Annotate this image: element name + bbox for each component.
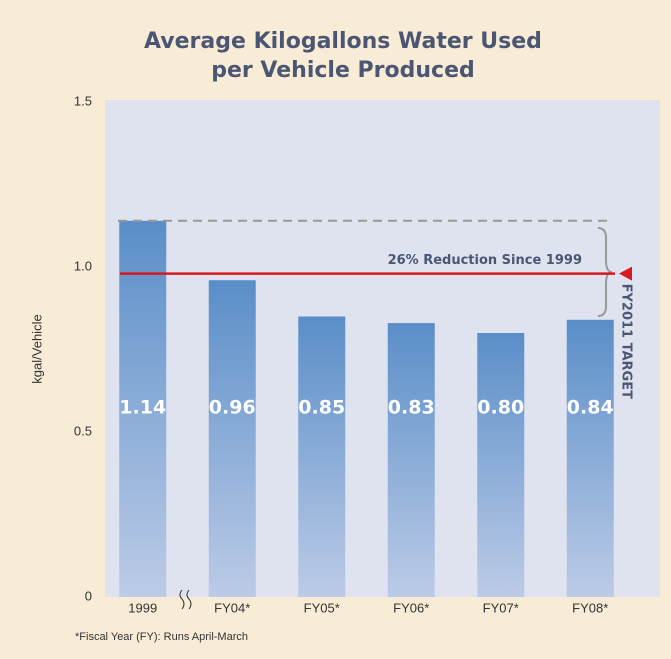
y-axis-label: kgal/Vehicle bbox=[29, 314, 44, 383]
annotation: FY2011 TARGET bbox=[619, 284, 634, 399]
footnote: *Fiscal Year (FY): Runs April-March bbox=[75, 631, 248, 643]
x-tick-label: FY08* bbox=[572, 600, 608, 615]
y-tick-label: 0 bbox=[85, 588, 92, 603]
brace bbox=[597, 227, 613, 317]
bar bbox=[566, 319, 614, 597]
data-label: 0.80 bbox=[477, 397, 524, 419]
bar bbox=[208, 280, 256, 597]
data-label: 1.14 bbox=[119, 397, 166, 419]
data-label: 0.96 bbox=[209, 397, 256, 419]
bar bbox=[387, 323, 435, 597]
bar bbox=[298, 316, 346, 597]
axis-break bbox=[179, 589, 192, 610]
bar bbox=[477, 333, 525, 597]
x-tick-label: FY07* bbox=[483, 600, 519, 615]
bar bbox=[119, 220, 167, 598]
y-tick-label: 1.0 bbox=[74, 258, 92, 273]
x-tick-label: FY04* bbox=[214, 600, 250, 615]
x-tick-label: FY06* bbox=[393, 600, 429, 615]
y-tick-label: 0.5 bbox=[74, 423, 92, 438]
x-tick-label: 1999 bbox=[128, 600, 157, 615]
chart-title: per Vehicle Produced bbox=[211, 58, 475, 83]
target-marker bbox=[619, 266, 632, 281]
data-label: 0.84 bbox=[567, 397, 614, 419]
chart-title: Average Kilogallons Water Used bbox=[144, 29, 542, 54]
y-tick-label: 1.5 bbox=[74, 93, 92, 108]
x-tick-label: FY05* bbox=[304, 600, 340, 615]
data-label: 0.83 bbox=[388, 397, 435, 419]
annotation: 26% Reduction Since 1999 bbox=[388, 253, 582, 268]
data-label: 0.85 bbox=[298, 397, 345, 419]
